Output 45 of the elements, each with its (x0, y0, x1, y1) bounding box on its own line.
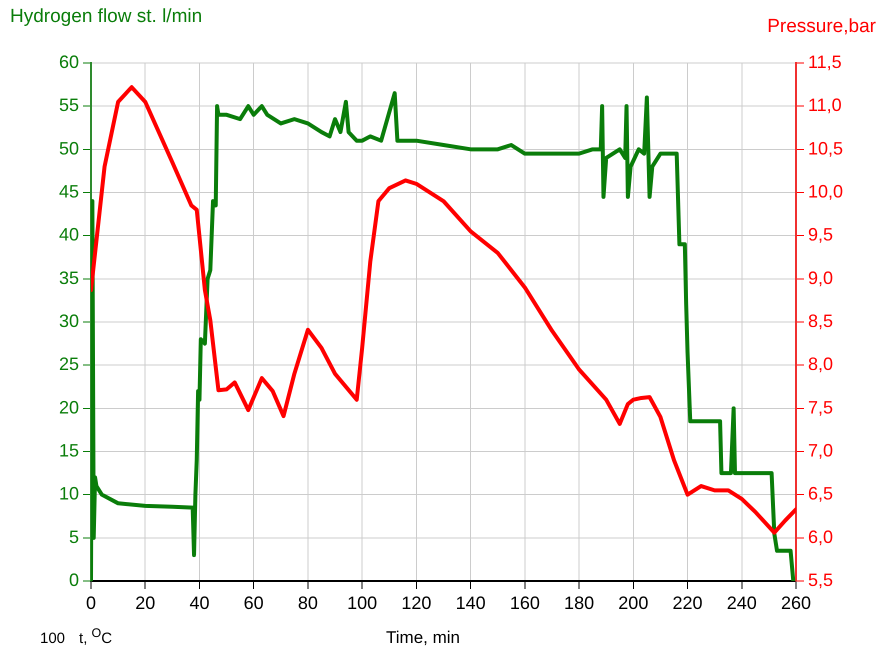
y2-tick-label: 10,0 (808, 181, 844, 202)
y2-tick-label: 6,0 (808, 526, 834, 547)
y2-tick-label: 5,5 (808, 570, 834, 590)
x-axis-title: Time, min (386, 628, 460, 648)
x-tick-label: 20 (135, 592, 156, 613)
y-tick-label: 5 (68, 526, 79, 547)
x-tick-label: 160 (510, 592, 540, 613)
x-tick-label: 0 (86, 592, 96, 613)
y-axis-title: Hydrogen flow st. l/min (10, 6, 202, 28)
x-tick-label: 200 (618, 592, 648, 613)
y-tick-label: 40 (58, 224, 79, 245)
x-tick-label: 260 (780, 592, 812, 613)
y-tick-label: 10 (58, 484, 79, 504)
y2-tick-label: 6,5 (808, 484, 834, 504)
y-tick-label: 35 (58, 268, 79, 288)
x-tick-label: 180 (564, 592, 594, 613)
y-tick-label: 30 (58, 310, 79, 331)
x-tick-label: 240 (726, 592, 757, 613)
text: 100 (40, 630, 66, 647)
y-tick-label: 60 (58, 52, 79, 72)
y2-tick-label: 10,5 (808, 138, 844, 158)
y2-tick-label: 9,5 (808, 224, 834, 245)
y-tick-label: 25 (58, 354, 79, 374)
y2-tick-label: 11,0 (808, 95, 842, 116)
y-tick-label: 20 (58, 397, 79, 418)
text: t, $^{O}$C (79, 626, 112, 647)
x-tick-label: 220 (672, 592, 703, 613)
y-tick-label: 55 (58, 95, 79, 116)
x-tick-label: 100 (347, 592, 378, 613)
x-tick-label: 140 (456, 592, 486, 613)
y-tick-label: 0 (68, 570, 79, 590)
y2-tick-label: 7,5 (808, 397, 834, 418)
y-tick-label: 45 (58, 181, 79, 202)
y2-tick-label: 7,0 (808, 440, 834, 460)
y-tick-label: 15 (58, 440, 79, 460)
x-tick-label: 80 (298, 592, 318, 613)
y2-tick-label: 11,5 (808, 52, 842, 72)
y2-tick-label: 9,0 (808, 268, 834, 288)
y2-tick-label: 8,0 (808, 354, 834, 374)
x-tick-label: 60 (244, 592, 264, 613)
y2-axis-title: Pressure,bar (767, 16, 876, 38)
x-tick-label: 120 (401, 592, 432, 613)
y2-tick-label: 8,5 (808, 310, 834, 331)
x-tick-label: 40 (189, 592, 210, 613)
y-tick-label: 50 (58, 138, 79, 158)
